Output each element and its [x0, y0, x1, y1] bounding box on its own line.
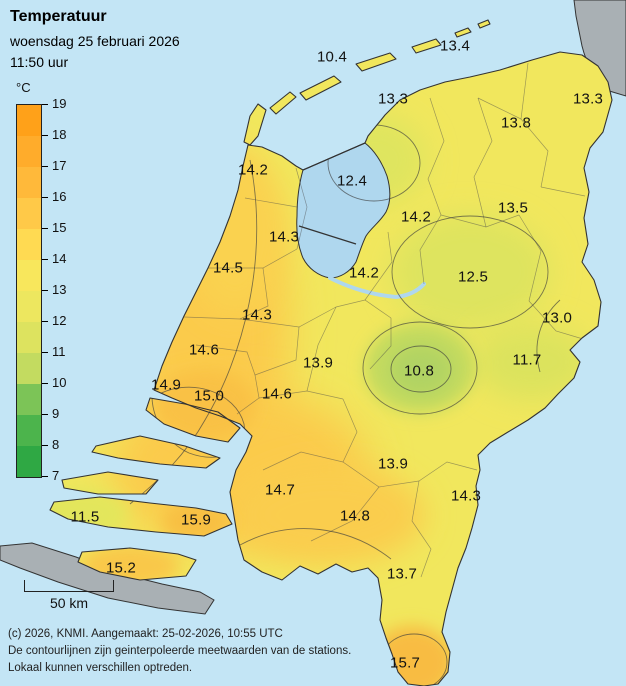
map-time: 11:50 uur: [10, 54, 69, 70]
randmeren-water: [328, 276, 426, 300]
station-temp-label: 14.3: [242, 306, 272, 324]
legend-tick-label: 14: [41, 252, 66, 266]
station-temp-label: 14.3: [269, 228, 299, 246]
station-temp-label: 13.4: [440, 37, 470, 55]
station-temp-label: 15.2: [106, 559, 136, 577]
legend-ticks: 19 18 17 16 15 14 13 12 11 10 9 8 7: [41, 97, 81, 483]
map-title: Temperatuur: [10, 8, 107, 25]
scale-bar-label: 50 km: [49, 595, 89, 611]
temperature-legend: °C 19 18 17 16 15 14 13 12 11 10 9 8 7: [16, 80, 96, 500]
station-temp-label: 14.2: [238, 161, 268, 179]
legend-tick-label: 15: [41, 221, 66, 235]
legend-bar: [16, 104, 42, 478]
legend-tick-label: 10: [41, 376, 66, 390]
temperature-shading: [50, 114, 590, 686]
station-temp-label: 13.8: [501, 114, 531, 132]
station-temp-label: 10.8: [404, 362, 434, 380]
legend-color-segment: [17, 167, 41, 198]
station-temp-label: 12.4: [337, 172, 367, 190]
legend-unit-label: °C: [16, 80, 31, 95]
legend-tick-label: 7: [41, 469, 59, 483]
station-temp-label: 14.2: [401, 208, 431, 226]
station-temp-label: 15.9: [181, 511, 211, 529]
legend-color-segment: [17, 105, 41, 136]
title-block: Temperatuur woensdag 25 februari 2026 11…: [10, 8, 180, 75]
legend-tick-label: 12: [41, 314, 66, 328]
station-temp-label: 13.5: [498, 199, 528, 217]
legend-color-segment: [17, 291, 41, 322]
station-temp-label: 13.0: [542, 309, 572, 327]
station-temp-label: 11.5: [70, 508, 100, 526]
station-temp-label: 11.7: [512, 351, 542, 369]
station-temp-label: 15.0: [194, 387, 224, 405]
legend-tick-label: 17: [41, 159, 66, 173]
station-temp-label: 13.3: [573, 90, 603, 108]
station-temp-label: 13.7: [387, 565, 417, 583]
houtribdijk: [298, 225, 357, 245]
legend-color-segment: [17, 260, 41, 291]
map-date: woensdag 25 februari 2026: [10, 33, 180, 49]
legend-color-segment: [17, 136, 41, 167]
ijsselmeer-lake: [296, 142, 391, 279]
station-temp-label: 12.5: [458, 268, 488, 286]
legend-tick-label: 19: [41, 97, 66, 111]
scale-bar-line: [24, 580, 114, 592]
region-borders: [183, 62, 586, 578]
legend-tick-label: 13: [41, 283, 66, 297]
legend-tick-label: 8: [41, 438, 59, 452]
station-temp-label: 14.3: [451, 487, 481, 505]
legend-color-segment: [17, 322, 41, 353]
station-temp-label: 14.9: [151, 376, 181, 394]
station-temp-label: 14.2: [349, 264, 379, 282]
station-temp-label: 13.9: [303, 354, 333, 372]
station-temp-label: 15.7: [390, 654, 420, 672]
legend-color-segment: [17, 353, 41, 384]
station-temp-label: 13.3: [378, 90, 408, 108]
footer-note-local: Lokaal kunnen verschillen optreden.: [8, 662, 193, 674]
legend-color-segment: [17, 384, 41, 415]
station-temp-label: 14.7: [265, 481, 295, 499]
legend-tick-label: 11: [41, 345, 66, 359]
footer-note-contours: De contourlijnen zijn geinterpoleerde me…: [8, 645, 352, 657]
scale-bar: 50 km: [24, 580, 114, 611]
legend-color-segment: [17, 229, 41, 260]
station-temp-label: 14.6: [262, 385, 292, 403]
station-temp-label: 10.4: [317, 48, 347, 66]
legend-color-segment: [17, 446, 41, 477]
legend-tick-label: 18: [41, 128, 66, 142]
station-temp-label: 14.5: [213, 259, 243, 277]
legend-color-segment: [17, 198, 41, 229]
legend-color-segment: [17, 415, 41, 446]
footer-copyright: (c) 2026, KNMI. Aangemaakt: 25-02-2026, …: [8, 628, 283, 640]
footer: (c) 2026, KNMI. Aangemaakt: 25-02-2026, …: [8, 626, 351, 677]
legend-tick-label: 16: [41, 190, 66, 204]
station-temp-label: 14.8: [340, 507, 370, 525]
station-temp-label: 13.9: [378, 455, 408, 473]
legend-tick-label: 9: [41, 407, 59, 421]
afsluitdijk: [302, 142, 366, 171]
station-temp-label: 14.6: [189, 341, 219, 359]
